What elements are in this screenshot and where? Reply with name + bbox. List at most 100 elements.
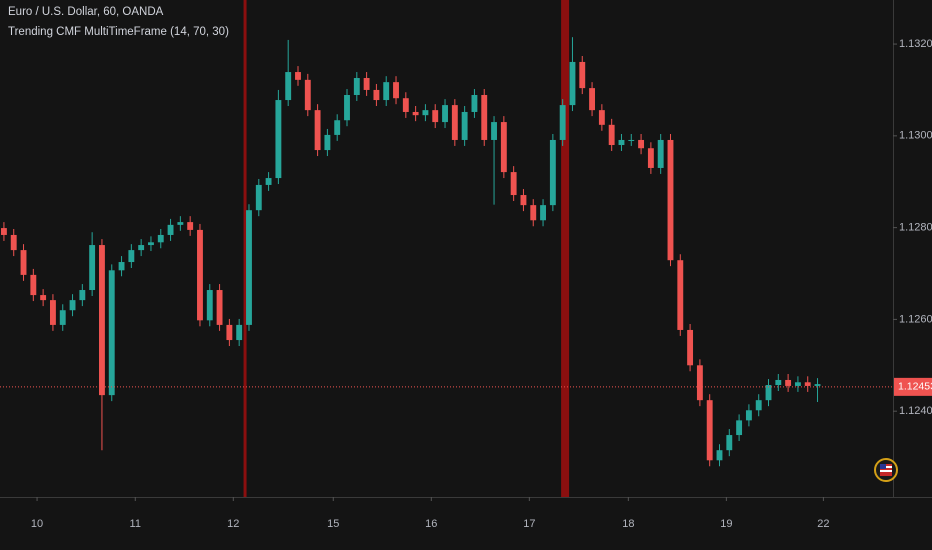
y-tick-label: 1.12800	[899, 222, 932, 234]
candle-body	[628, 139, 635, 141]
candle-body	[197, 229, 203, 321]
candle-body	[40, 295, 47, 301]
candle-body	[314, 110, 321, 151]
candle-body	[275, 100, 282, 179]
y-tick-label: 1.13200	[899, 38, 932, 50]
candle-body	[79, 290, 86, 301]
candle-body	[814, 384, 821, 386]
candle-body	[334, 120, 341, 135]
candle-body	[216, 290, 223, 325]
candle-body	[432, 110, 439, 123]
candle-body	[128, 250, 135, 263]
last-price-label: 1.12453	[898, 381, 932, 393]
last-price-box	[894, 377, 932, 396]
candle-body	[471, 94, 478, 112]
candle-body	[677, 260, 684, 330]
candle-body	[589, 88, 596, 111]
candle-body	[236, 324, 243, 341]
candle-body	[30, 274, 37, 296]
candle-body	[667, 139, 674, 261]
candle-body	[412, 111, 419, 116]
x-tick-label: 12	[227, 518, 239, 530]
candle-body	[167, 224, 174, 235]
candle-body	[755, 400, 762, 411]
candle-body	[157, 234, 164, 243]
candle-body	[461, 111, 468, 140]
candle-body	[363, 78, 370, 90]
candle-body	[736, 420, 743, 436]
candle-body	[108, 270, 115, 396]
candle-body	[383, 82, 390, 101]
candle-body	[598, 110, 605, 125]
x-tick-label: 17	[523, 518, 535, 530]
candle-body	[255, 184, 262, 211]
candle-body	[618, 139, 625, 146]
x-tick-label: 19	[720, 518, 732, 530]
candle-body	[559, 105, 566, 140]
candle-body	[785, 379, 792, 386]
candle-body	[540, 205, 546, 221]
candle-body	[285, 72, 292, 101]
candle-body	[138, 245, 145, 251]
candle-body	[716, 450, 723, 461]
candle-body	[20, 250, 27, 275]
y-tick-label: 1.13000	[899, 130, 932, 142]
candle-body	[422, 110, 429, 116]
candle-body	[520, 195, 527, 206]
x-tick-label: 11	[130, 518, 141, 530]
candle-body	[148, 242, 154, 246]
candle-body	[726, 435, 733, 451]
candle-body	[265, 178, 272, 185]
candle-body	[344, 94, 350, 121]
candle-body	[804, 382, 811, 386]
candle-body	[324, 134, 331, 151]
candle-body	[500, 122, 507, 173]
candle-body	[775, 379, 782, 386]
candle-body	[647, 148, 654, 168]
candle-body	[295, 72, 301, 80]
candle-body	[226, 324, 233, 341]
candle-body	[246, 210, 252, 325]
candle-body	[638, 139, 645, 149]
candle-body	[745, 410, 752, 421]
candle-body	[706, 400, 713, 461]
candle-body	[118, 262, 125, 271]
candle-body	[10, 234, 17, 251]
candle-body	[59, 310, 66, 325]
candle-body	[177, 222, 184, 225]
candle-body	[451, 105, 458, 140]
candle-body	[373, 89, 380, 101]
candle-body	[765, 385, 772, 401]
x-tick-label: 18	[622, 518, 634, 530]
candle-body	[304, 79, 311, 111]
candle-body	[657, 139, 664, 168]
candle-body	[696, 365, 703, 401]
candle-body	[510, 172, 517, 196]
candle-body	[206, 290, 213, 321]
candle-body	[69, 300, 76, 311]
candle-body	[794, 382, 801, 386]
candle-body	[89, 245, 96, 291]
x-tick-label: 16	[425, 518, 437, 530]
candle-body	[393, 82, 399, 99]
indicator-title: Trending CMF MultiTimeFrame (14, 70, 30)	[8, 26, 229, 38]
y-tick-label: 1.12600	[899, 313, 932, 325]
x-tick-label: 10	[31, 518, 43, 530]
candle-body	[99, 245, 105, 396]
candle-body	[442, 105, 448, 123]
candle-body	[608, 124, 615, 146]
y-tick-label: 1.12400	[899, 405, 932, 417]
candle-body	[530, 205, 537, 221]
candle-body	[402, 98, 409, 112]
flag-icon[interactable]	[874, 458, 898, 482]
candle-body	[187, 222, 194, 230]
candle-body	[687, 329, 694, 366]
x-tick-label: 22	[817, 518, 829, 530]
candle-body	[579, 61, 586, 89]
candle-body	[0, 228, 7, 235]
candle-body	[481, 94, 488, 140]
x-tick-label: 15	[327, 518, 339, 530]
